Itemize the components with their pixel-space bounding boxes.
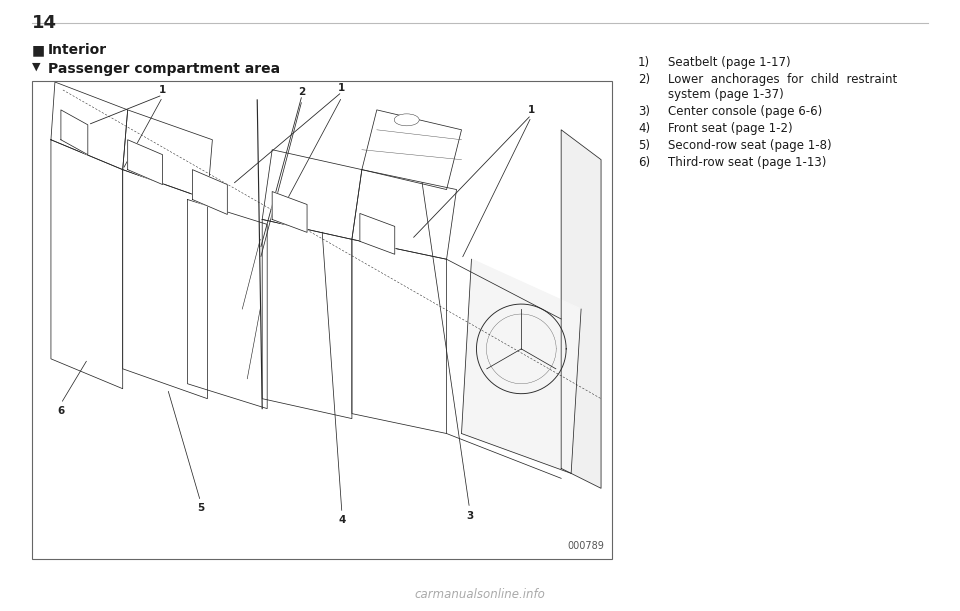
Polygon shape [352, 240, 446, 434]
Text: 2: 2 [299, 87, 305, 97]
Text: 2): 2) [638, 73, 650, 86]
Text: Interior: Interior [48, 43, 108, 57]
Text: 3: 3 [466, 511, 473, 521]
Polygon shape [462, 259, 581, 474]
Text: 3): 3) [638, 105, 650, 118]
Text: 1: 1 [338, 83, 346, 93]
Bar [32, 81, 612, 559]
Polygon shape [362, 110, 462, 189]
Text: 5: 5 [197, 503, 204, 513]
Polygon shape [51, 140, 123, 389]
Text: Seatbelt (page 1-17): Seatbelt (page 1-17) [668, 56, 791, 69]
Text: ▼: ▼ [32, 62, 40, 72]
Text: 5): 5) [638, 139, 650, 152]
Text: Passenger compartment area: Passenger compartment area [48, 62, 280, 76]
Text: 6: 6 [58, 406, 64, 415]
Polygon shape [123, 110, 212, 200]
Polygon shape [128, 140, 162, 185]
Text: carmanualsonline.info: carmanualsonline.info [415, 588, 545, 601]
Polygon shape [352, 170, 457, 259]
Ellipse shape [395, 114, 420, 126]
Text: 4: 4 [338, 515, 346, 525]
Polygon shape [562, 130, 601, 488]
Text: Lower  anchorages  for  child  restraint: Lower anchorages for child restraint [668, 73, 898, 86]
Text: 1): 1) [638, 56, 650, 69]
Polygon shape [123, 170, 207, 398]
Text: 1: 1 [528, 105, 535, 115]
Text: 000789: 000789 [567, 541, 604, 551]
Text: 1: 1 [159, 85, 166, 95]
Polygon shape [192, 170, 228, 214]
Text: Second-row seat (page 1-8): Second-row seat (page 1-8) [668, 139, 831, 152]
Text: ■: ■ [32, 43, 45, 57]
Text: Front seat (page 1-2): Front seat (page 1-2) [668, 122, 793, 135]
Polygon shape [262, 150, 362, 240]
Polygon shape [187, 200, 267, 409]
Polygon shape [360, 213, 395, 254]
Polygon shape [60, 110, 87, 155]
Polygon shape [51, 82, 128, 170]
Text: system (page 1-37): system (page 1-37) [668, 88, 783, 101]
Polygon shape [262, 219, 352, 419]
Text: Center console (page 6-6): Center console (page 6-6) [668, 105, 823, 118]
Text: Third-row seat (page 1-13): Third-row seat (page 1-13) [668, 156, 827, 169]
Text: 6): 6) [638, 156, 650, 169]
Text: 14: 14 [32, 14, 57, 32]
Text: 4): 4) [638, 122, 650, 135]
Polygon shape [273, 191, 307, 232]
